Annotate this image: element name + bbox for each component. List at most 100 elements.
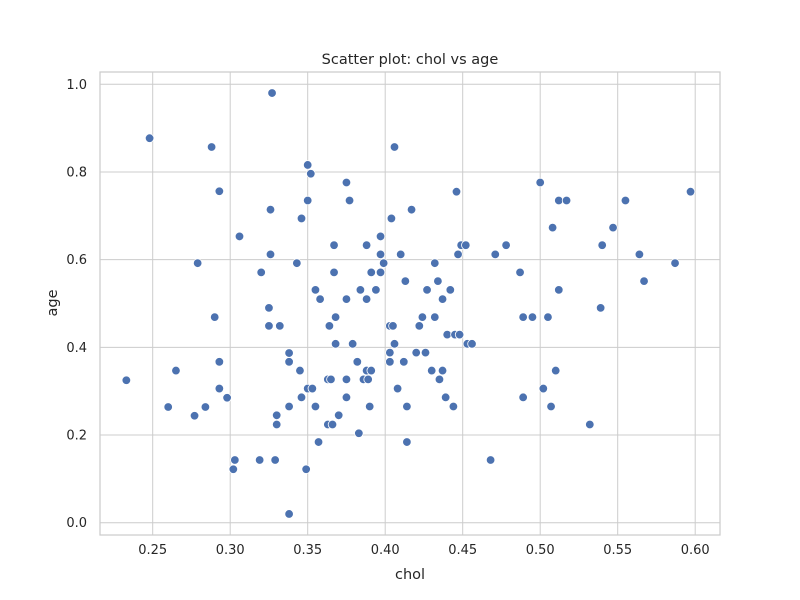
x-tick-label: 0.50 xyxy=(526,543,555,558)
data-point xyxy=(461,240,471,250)
x-tick-labels: 0.25 0.30 0.35 0.40 0.45 0.50 0.55 0.60 xyxy=(138,543,709,558)
data-point xyxy=(361,240,372,250)
plot-frame xyxy=(99,71,721,536)
data-point xyxy=(406,204,417,215)
data-point xyxy=(442,329,452,340)
data-point xyxy=(275,321,285,331)
data-point xyxy=(284,509,294,519)
data-point xyxy=(448,401,459,412)
data-point xyxy=(527,312,538,322)
data-point xyxy=(396,249,406,260)
y-tick-label: 0.2 xyxy=(66,429,87,444)
data-point xyxy=(292,258,302,268)
y-tick-labels: 0.0 0.2 0.4 0.6 0.8 1.0 xyxy=(66,78,87,531)
data-point xyxy=(670,258,680,268)
data-point xyxy=(375,231,386,242)
data-point xyxy=(453,249,463,260)
data-point xyxy=(411,347,421,358)
data-point xyxy=(341,374,352,385)
data-point xyxy=(366,267,376,278)
data-point xyxy=(375,249,386,260)
data-point xyxy=(400,276,411,286)
data-point xyxy=(347,339,358,349)
data-point xyxy=(209,312,220,322)
data-point xyxy=(254,455,265,465)
data-point xyxy=(361,294,372,304)
data-point xyxy=(264,303,274,313)
data-point xyxy=(306,169,316,179)
data-point xyxy=(330,312,341,322)
data-point xyxy=(307,383,318,394)
data-point xyxy=(437,294,448,304)
data-point xyxy=(200,402,211,412)
data-point xyxy=(515,267,525,278)
data-point xyxy=(639,276,649,286)
data-point xyxy=(301,464,311,474)
data-point xyxy=(620,195,631,206)
x-tick-label: 0.60 xyxy=(681,543,710,558)
data-point xyxy=(264,321,274,331)
data-point xyxy=(535,177,545,188)
data-point xyxy=(284,357,294,367)
y-tick-label: 0.0 xyxy=(66,516,87,531)
data-point xyxy=(352,357,363,367)
data-point xyxy=(329,267,339,278)
data-point xyxy=(366,365,376,376)
x-tick-label: 0.45 xyxy=(448,543,477,558)
data-point xyxy=(485,455,496,465)
data-point xyxy=(389,339,400,349)
x-axis-label: chol xyxy=(395,567,425,583)
data-point xyxy=(206,142,217,152)
data-point xyxy=(547,222,558,233)
data-point xyxy=(385,347,395,358)
data-point xyxy=(296,213,307,224)
data-point xyxy=(551,365,561,376)
data-point xyxy=(295,365,305,376)
data-point xyxy=(385,357,395,367)
data-point xyxy=(608,222,618,233)
data-point xyxy=(327,419,338,430)
y-tick-label: 0.4 xyxy=(66,341,87,356)
data-point xyxy=(402,437,412,447)
data-point xyxy=(422,285,432,295)
data-point xyxy=(420,347,431,358)
x-tick-label: 0.30 xyxy=(216,543,245,558)
data-point xyxy=(595,303,606,313)
data-point xyxy=(303,195,313,206)
data-point xyxy=(518,312,528,322)
data-point xyxy=(490,249,500,260)
data-point xyxy=(341,294,352,304)
data-point xyxy=(265,204,276,215)
chart-title: Scatter plot: chol vs age xyxy=(322,52,499,68)
data-point xyxy=(284,401,294,412)
data-point xyxy=(518,392,528,403)
data-point xyxy=(355,285,366,295)
data-point xyxy=(329,240,339,250)
data-point xyxy=(585,419,595,430)
data-point xyxy=(344,195,355,206)
data-point xyxy=(554,285,564,295)
data-point xyxy=(192,258,203,268)
data-point xyxy=(228,464,239,474)
x-tick-label: 0.35 xyxy=(293,543,322,558)
data-point xyxy=(284,348,294,358)
data-point xyxy=(313,437,324,447)
data-point xyxy=(324,321,335,331)
x-tick-label: 0.25 xyxy=(138,543,167,558)
data-point xyxy=(365,401,375,412)
data-point xyxy=(230,455,240,465)
data-point xyxy=(171,365,181,376)
data-point xyxy=(538,383,549,394)
data-point xyxy=(375,267,386,278)
data-point xyxy=(272,419,282,430)
data-points xyxy=(121,88,696,519)
data-point xyxy=(451,186,462,197)
data-point xyxy=(371,285,381,295)
data-point xyxy=(326,374,336,385)
data-point xyxy=(267,88,277,98)
data-point xyxy=(315,294,325,304)
data-point xyxy=(501,240,511,250)
y-tick-label: 0.6 xyxy=(66,253,87,268)
data-point xyxy=(214,383,225,394)
data-point xyxy=(256,267,266,278)
